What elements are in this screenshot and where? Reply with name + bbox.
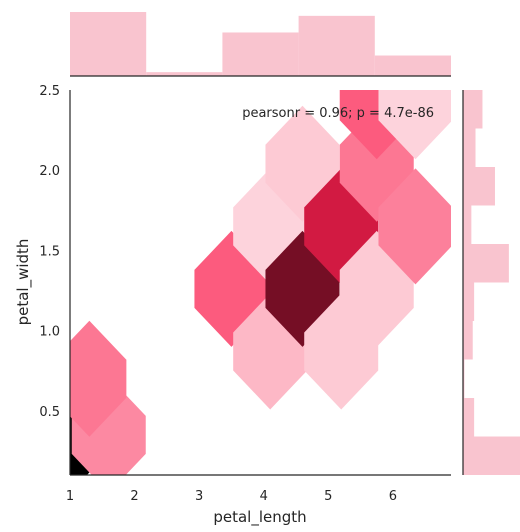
y-tick-label: 1.0 — [39, 325, 60, 340]
x-marginal-bar — [70, 12, 147, 76]
y-marginal-bar — [463, 167, 495, 206]
hexbin-cell — [70, 320, 127, 437]
x-tick-label: 6 — [389, 489, 397, 504]
y-tick-label: 2.5 — [39, 84, 60, 99]
x-tick-label: 4 — [260, 489, 268, 504]
x-marginal-bar — [374, 55, 451, 76]
y-tick-label: 0.5 — [39, 405, 60, 420]
y-marginal-bar — [463, 90, 483, 129]
right-marginal-histogram — [462, 90, 520, 475]
x-marginal-bar — [146, 72, 223, 76]
x-tick-label: 1 — [66, 489, 74, 504]
y-tick-label: 1.5 — [39, 244, 60, 259]
y-marginal-bar — [463, 282, 475, 321]
x-tick-label: 2 — [130, 489, 138, 504]
hexbin-cell — [378, 90, 451, 160]
y-marginal-bar — [463, 128, 476, 167]
x-tick-label: 5 — [324, 489, 332, 504]
y-marginal-bar — [463, 436, 520, 475]
x-axis-label: petal_length — [213, 508, 306, 527]
hexbin-plot-area — [70, 90, 451, 475]
axes: 1 2 3 4 5 6 0.5 1.0 1.5 2.0 2.5 — [39, 84, 451, 504]
x-marginal-bar — [222, 32, 299, 76]
y-marginal-bar — [463, 359, 465, 398]
y-marginal-bar — [463, 321, 473, 360]
pearson-annotation: pearsonr = 0.96; p = 4.7e-86 — [242, 106, 434, 121]
y-tick-label: 2.0 — [39, 164, 60, 179]
x-marginal-bar — [298, 15, 375, 76]
y-marginal-bar — [463, 205, 472, 244]
x-tick-label: 3 — [195, 489, 203, 504]
y-axis-label: petal_width — [14, 239, 33, 326]
y-marginal-bar — [463, 244, 509, 283]
hexbin-cell — [378, 168, 451, 285]
top-marginal-histogram — [70, 12, 451, 77]
y-marginal-bar — [463, 398, 475, 437]
